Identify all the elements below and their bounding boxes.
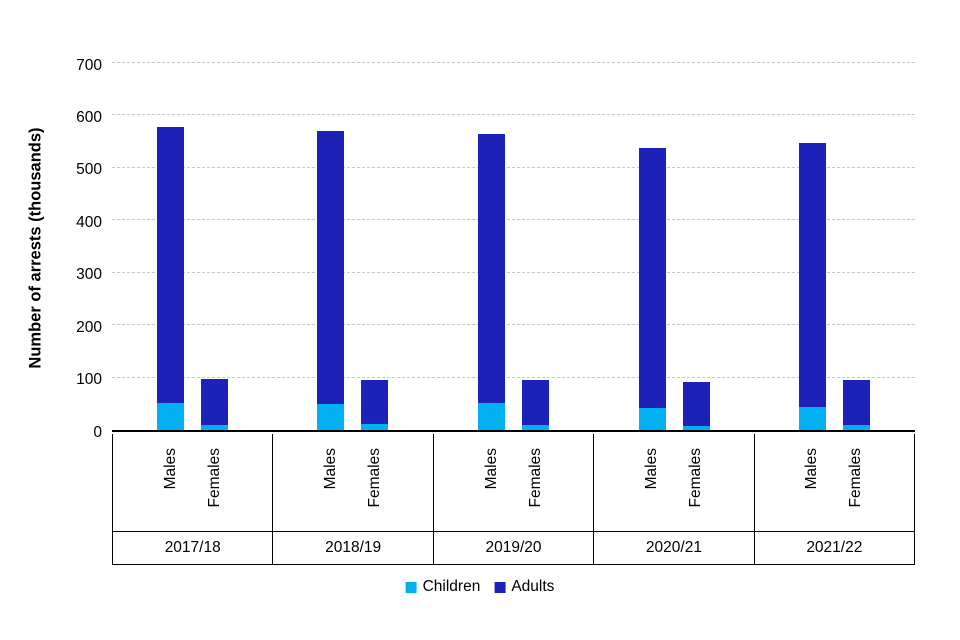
subcategory-cell: Males Females <box>434 434 595 531</box>
subcategory-label-slot: Females <box>201 434 228 531</box>
legend: Children Adults <box>405 578 554 596</box>
bar-group <box>112 65 273 430</box>
subcategory-label-slot: Females <box>522 434 549 531</box>
gridline <box>112 114 915 116</box>
category-label: 2017/18 <box>113 532 274 564</box>
y-tick-label: 500 <box>76 161 102 179</box>
gridline <box>112 324 915 326</box>
subcategory-label-slot: Males <box>318 434 345 531</box>
y-tick-label: 600 <box>76 108 102 126</box>
subcategory-label-slot: Females <box>682 434 709 531</box>
y-tick-label: 200 <box>76 318 102 336</box>
stacked-bar-females <box>200 378 228 430</box>
y-axis: 0 100 200 300 400 500 600 700 <box>52 57 102 439</box>
bar-segment-children <box>799 406 827 430</box>
subcategory-label: Females <box>366 448 384 508</box>
x-axis: Males Females Males Females Males Females Male… <box>112 434 915 565</box>
stacked-bar-males <box>799 143 827 430</box>
y-tick-label: 300 <box>76 265 102 283</box>
bar-segment-adults <box>638 148 666 408</box>
subcategory-cell: Males Females <box>755 434 914 531</box>
bar-segment-adults <box>682 382 710 427</box>
bar-segment-children <box>843 425 871 430</box>
category-row: 2017/18 2018/19 2019/20 2020/21 2021/22 <box>112 531 915 565</box>
bar-segment-children <box>361 423 389 430</box>
gridline <box>112 166 915 168</box>
bar-group <box>433 65 594 430</box>
legend-item: Children <box>405 578 481 596</box>
bar-segment-adults <box>156 126 184 403</box>
gridline <box>112 271 915 273</box>
stacked-bar-females <box>682 382 710 430</box>
subcategory-label-slot: Males <box>478 434 505 531</box>
stacked-bar-females <box>843 379 871 430</box>
subcategory-label-slot: Females <box>843 434 870 531</box>
bar-segment-adults <box>361 379 389 424</box>
legend-swatch <box>405 581 417 593</box>
category-label: 2019/20 <box>434 532 595 564</box>
subcategory-label-slot: Females <box>362 434 389 531</box>
category-label: 2021/22 <box>806 539 863 556</box>
y-tick-label: 400 <box>76 213 102 231</box>
stacked-bar-males <box>638 148 666 430</box>
subcategory-label: Males <box>482 448 500 490</box>
gridline <box>112 376 915 378</box>
stacked-bar-males <box>156 126 184 430</box>
subcategory-label: Females <box>847 448 865 508</box>
subcategory-label: Males <box>642 448 660 490</box>
y-axis-title: Number of arrests (thousands) <box>26 127 45 369</box>
subcategory-cell: Males Females <box>113 434 274 531</box>
bar-segment-children <box>682 426 710 430</box>
bar-segment-adults <box>317 131 345 405</box>
legend-label: Children <box>422 578 481 595</box>
y-tick-label: 100 <box>76 370 102 388</box>
category-label: 2020/21 <box>594 532 755 564</box>
gridline <box>112 219 915 221</box>
subcategory-label: Females <box>526 448 544 508</box>
gridline <box>112 62 915 63</box>
legend-label: Adults <box>511 578 555 595</box>
bar-segment-children <box>156 402 184 430</box>
subcategory-label: Females <box>686 448 704 508</box>
bar-groups <box>112 65 915 430</box>
bar-group <box>273 65 434 430</box>
subcategory-cell: Males Females <box>594 434 755 531</box>
bar-segment-adults <box>477 133 505 404</box>
bar-segment-adults <box>799 143 827 407</box>
bar-segment-children <box>638 407 666 430</box>
y-tick-label: 0 <box>93 423 102 441</box>
y-tick-label: 700 <box>76 56 102 74</box>
stacked-bar-males <box>477 133 505 430</box>
subcategory-label-slot: Males <box>638 434 665 531</box>
stacked-bar-females <box>361 379 389 430</box>
bar-segment-children <box>521 424 549 430</box>
subcategory-label: Males <box>322 448 340 490</box>
bar-segment-children <box>477 403 505 430</box>
subcategory-label: Females <box>205 448 223 508</box>
stacked-bar-males <box>317 131 345 430</box>
subcategory-row: Males Females Males Females Males Females Male… <box>112 434 915 531</box>
bar-group <box>754 65 915 430</box>
plot-area <box>112 62 915 432</box>
bar-segment-adults <box>843 379 871 426</box>
legend-item: Adults <box>494 578 554 596</box>
category-label: 2018/19 <box>273 532 434 564</box>
legend-swatch <box>494 581 506 593</box>
subcategory-label: Males <box>803 448 821 490</box>
bar-segment-adults <box>200 378 228 425</box>
subcategory-cell: Males Females <box>273 434 434 531</box>
subcategory-label-slot: Males <box>799 434 826 531</box>
bar-segment-adults <box>521 379 549 425</box>
subcategory-label: Males <box>161 448 179 490</box>
bar-segment-children <box>200 424 228 430</box>
bar-group <box>594 65 755 430</box>
stacked-bar-females <box>521 379 549 430</box>
subcategory-label-slot: Males <box>157 434 184 531</box>
bar-segment-children <box>317 404 345 430</box>
